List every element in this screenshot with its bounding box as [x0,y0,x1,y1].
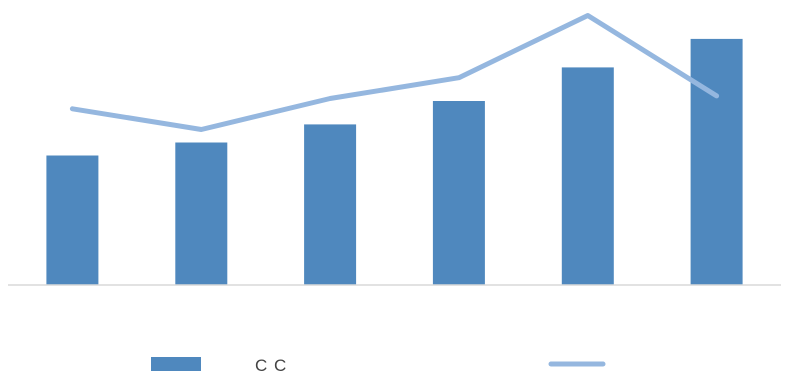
bar [175,142,228,285]
line-series [69,13,720,132]
bar [304,124,357,286]
bar [432,101,485,285]
bar [690,38,743,286]
bar-series [46,38,743,286]
legend-bar-swatch [151,357,201,371]
legend-bar-label: C C [255,356,287,375]
legend: C C [151,356,606,375]
bar [561,67,614,286]
bar [46,155,99,285]
